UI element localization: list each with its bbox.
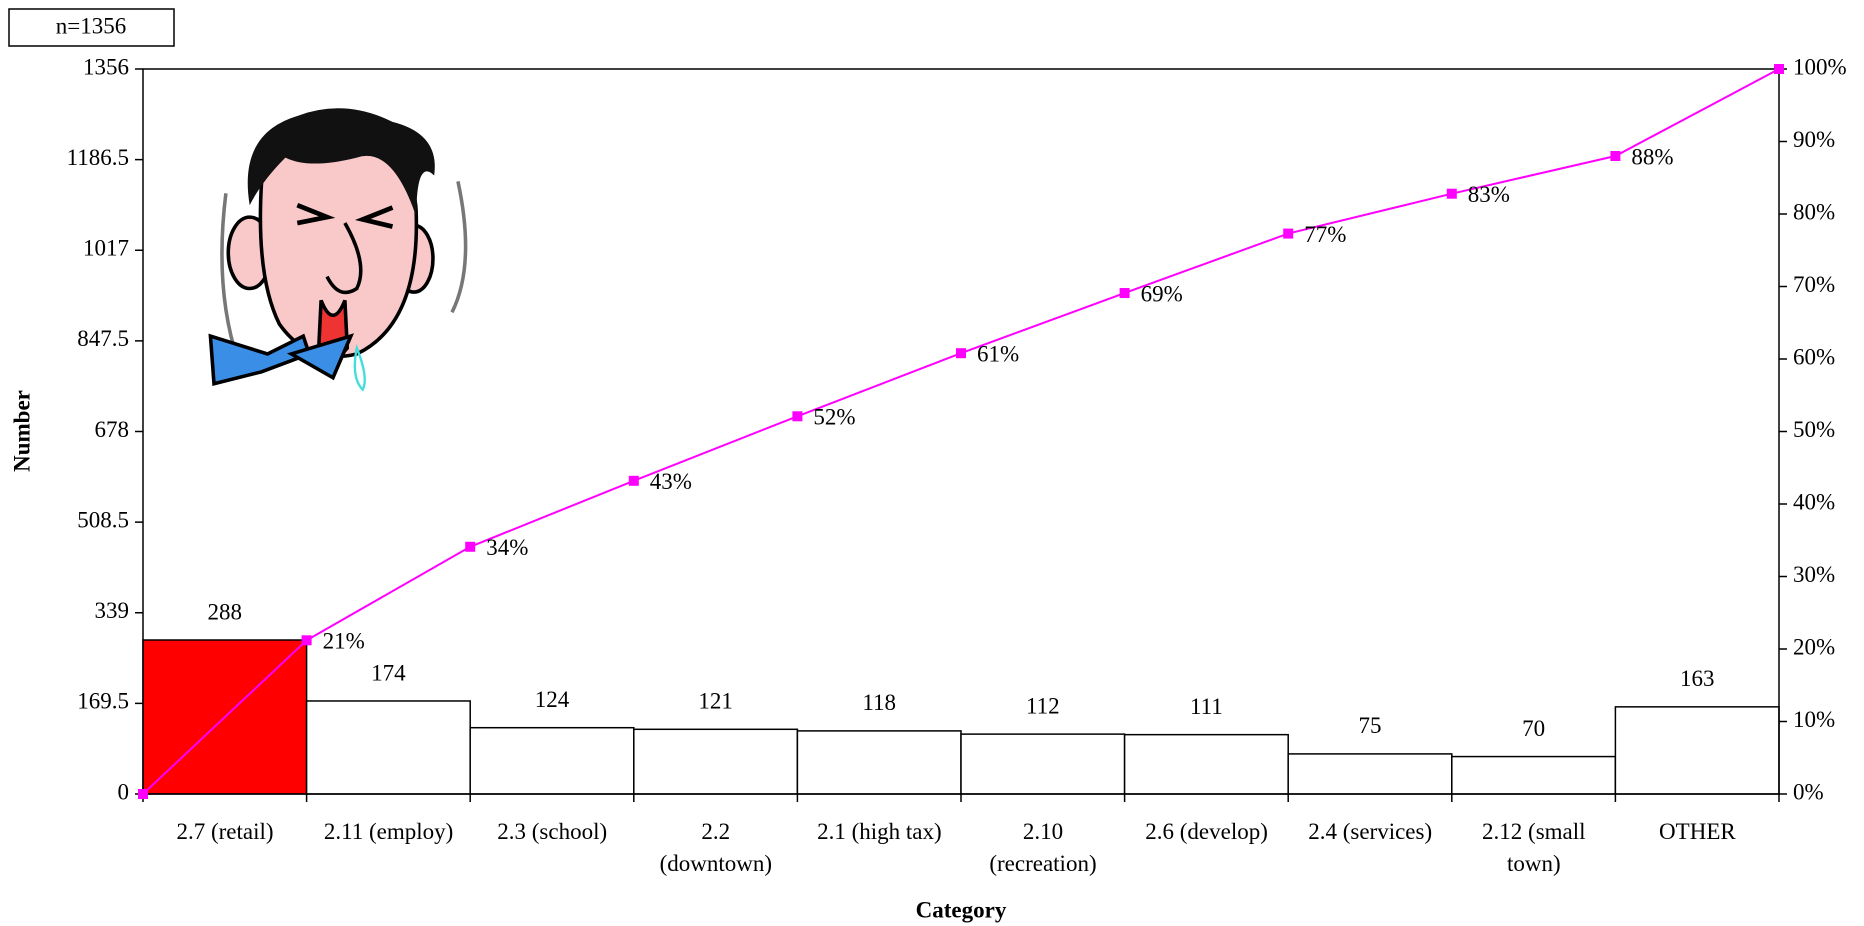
y2-tick-label: 0%: [1793, 779, 1824, 804]
x-tick-label: 2.2 (downtown): [659, 819, 773, 876]
y2-tick-label: 10%: [1793, 707, 1835, 732]
x-tick-label: 2.3 (school): [497, 819, 608, 844]
bar-value-label: 112: [1026, 693, 1060, 718]
y2-tick-label: 100%: [1793, 54, 1847, 79]
bar-value-label: 124: [535, 687, 570, 712]
cumulative-marker: [1446, 188, 1457, 199]
bar: [1123, 733, 1289, 795]
cumulative-label: 43%: [650, 469, 692, 494]
cumulative-marker: [792, 411, 803, 422]
sample-note: n=1356: [56, 13, 126, 38]
cumulative-label: 83%: [1468, 182, 1510, 207]
x-tick-label: 2.7 (retail): [176, 819, 274, 844]
x-tick-label: 2.4 (services): [1308, 819, 1433, 844]
y-tick-label: 339: [95, 598, 130, 623]
y2-tick-label: 60%: [1793, 344, 1835, 369]
y2-tick-label: 70%: [1793, 272, 1835, 297]
cumulative-label: 52%: [813, 405, 855, 430]
bar-value-label: 163: [1680, 666, 1715, 691]
bar: [1451, 755, 1617, 795]
cumulative-label: 34%: [486, 535, 528, 560]
y-tick-label: 0: [118, 779, 130, 804]
cumulative-marker: [1283, 228, 1294, 239]
bar: [305, 700, 471, 795]
cumulative-marker: [301, 635, 312, 646]
y2-tick-label: 80%: [1793, 199, 1835, 224]
x-tick-label: 2.6 (develop): [1145, 819, 1268, 844]
x-axis-label: Category: [916, 897, 1007, 922]
cumulative-marker: [628, 475, 639, 486]
y-tick-label: 508.5: [77, 507, 129, 532]
y2-tick-label: 20%: [1793, 634, 1835, 659]
bar-value-label: 121: [698, 689, 733, 714]
cumulative-marker: [138, 789, 148, 799]
bar: [796, 730, 962, 795]
cumulative-label: 69%: [1141, 281, 1183, 306]
bar: [1287, 753, 1453, 795]
cumulative-marker: [465, 541, 476, 552]
cumulative-label: 61%: [977, 341, 1019, 366]
y-tick-label: 1017: [83, 236, 129, 261]
bar-value-label: 70: [1522, 716, 1545, 741]
y2-tick-label: 50%: [1793, 417, 1835, 442]
cumulative-marker: [956, 348, 966, 359]
x-tick-label: 2.12 (small town): [1482, 819, 1586, 876]
y-tick-label: 169.5: [77, 689, 129, 714]
cumulative-label: 21%: [323, 629, 365, 654]
bar: [633, 728, 799, 795]
bar-value-label: 288: [208, 599, 243, 624]
y-axis-label: Number: [9, 390, 34, 472]
cumulative-label: 77%: [1304, 222, 1346, 247]
cumulative-marker: [1119, 288, 1130, 299]
bar: [1614, 706, 1780, 795]
x-tick-label: OTHER: [1659, 819, 1736, 844]
bar: [469, 726, 635, 795]
y-tick-label: 847.5: [77, 326, 129, 351]
cumulative-label: 88%: [1631, 144, 1673, 169]
bar: [960, 733, 1126, 795]
x-tick-label: 2.11 (employ): [323, 819, 454, 844]
bar-value-label: 75: [1359, 713, 1382, 738]
y2-tick-label: 90%: [1793, 127, 1835, 152]
y-tick-label: 678: [95, 417, 130, 442]
y-tick-label: 1186.5: [67, 145, 129, 170]
x-tick-label: 2.1 (high tax): [817, 819, 942, 844]
y2-tick-label: 30%: [1793, 562, 1835, 587]
x-tick-label: 2.10 (recreation): [989, 819, 1097, 876]
y-tick-label: 1356: [83, 54, 129, 79]
cumulative-marker: [1774, 64, 1784, 74]
bar-value-label: 111: [1190, 694, 1223, 719]
cumulative-marker: [1610, 151, 1621, 161]
cartoon-face: [208, 108, 468, 392]
note-box: [8, 8, 175, 47]
bar-value-label: 118: [862, 690, 896, 715]
bar-value-label: 174: [371, 660, 406, 685]
y2-tick-label: 40%: [1793, 489, 1835, 514]
